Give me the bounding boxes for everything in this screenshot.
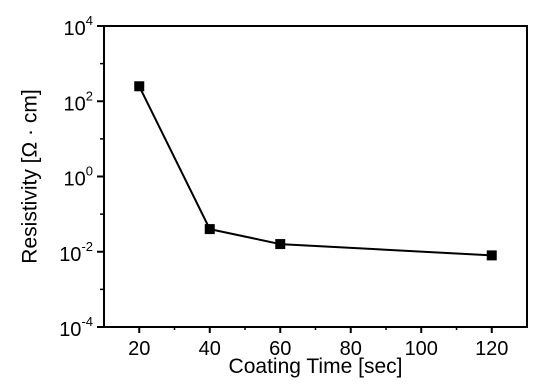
y-tick-label: 104	[64, 13, 93, 40]
x-tick-labels: 20 40 60 80 100 120	[128, 338, 508, 360]
y-axis-title: Resistivity [Ω · cm]	[19, 89, 42, 263]
x-tick-label: 40	[199, 338, 221, 360]
y-tick-exponent: 4	[86, 13, 93, 28]
data-point	[275, 239, 286, 250]
y-tick-exponent: 2	[86, 88, 93, 103]
y-tick-exponent: -4	[81, 314, 93, 329]
y-tick-base: 10	[64, 93, 86, 115]
data-markers	[134, 81, 497, 261]
y-tick-label: 102	[64, 88, 93, 115]
y-tick-exponent: 0	[86, 164, 93, 179]
data-point	[486, 250, 497, 261]
y-tick-exponent: -2	[81, 239, 93, 254]
x-tick-label: 120	[475, 338, 508, 360]
x-axis-title: Coating Time [sec]	[229, 355, 403, 378]
x-tick-label: 60	[269, 338, 291, 360]
y-tick-base: 10	[64, 18, 86, 40]
plot-frame	[103, 25, 528, 328]
data-point	[134, 81, 145, 92]
y-tick-label: 10-2	[59, 239, 93, 266]
y-tick-label: 100	[64, 164, 93, 191]
series-line	[138, 85, 492, 257]
y-axis-ticks	[97, 25, 104, 328]
y-tick-base: 10	[64, 169, 86, 191]
x-tick-label: 100	[405, 338, 438, 360]
x-tick-label: 80	[340, 338, 362, 360]
data-point	[204, 224, 215, 235]
y-tick-label: 10-4	[59, 314, 93, 341]
y-tick-base: 10	[59, 244, 81, 266]
y-tick-base: 10	[59, 319, 81, 341]
x-tick-label: 20	[128, 338, 150, 360]
